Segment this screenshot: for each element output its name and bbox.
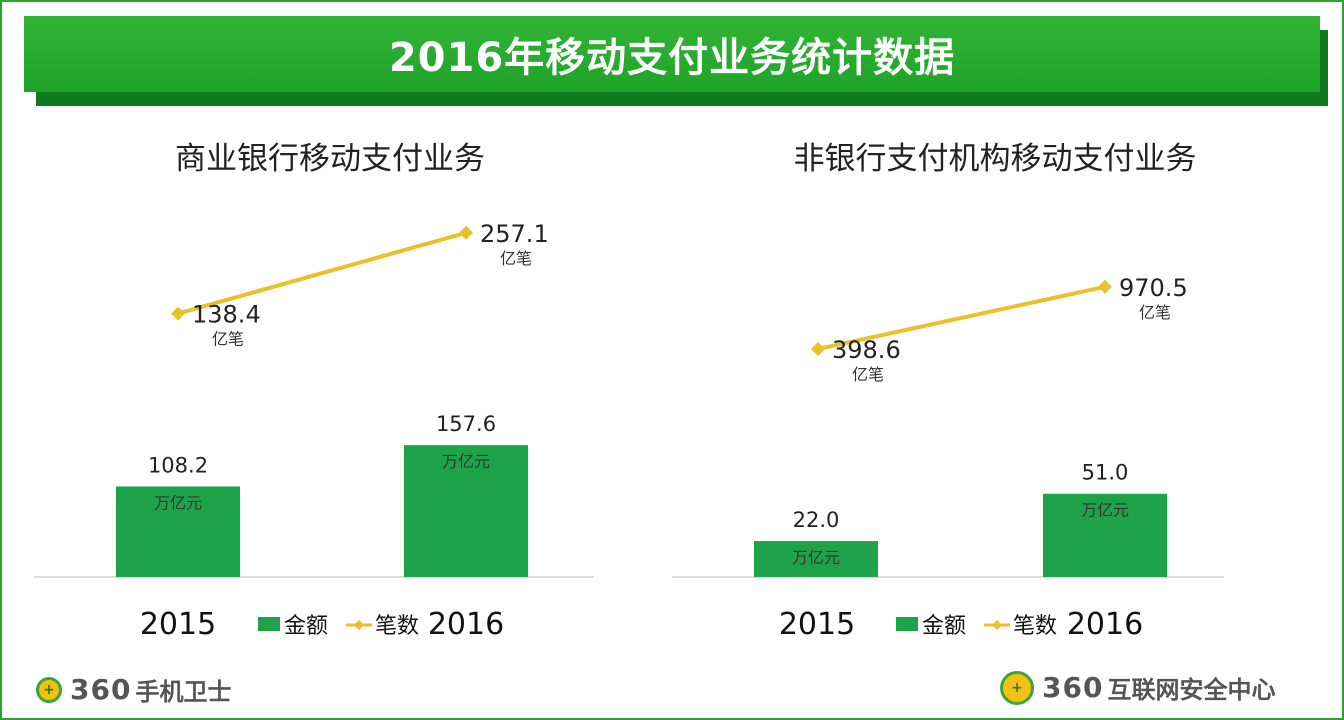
bar-nonbank-2016 [1043,493,1167,577]
bar-unit-label: 万亿元 [154,493,202,512]
line-unit-label: 亿笔 [500,249,532,268]
chart-title-bank: 商业银行移动支付业务 [175,141,485,177]
logo-right: + 360 互联网安全中心 [1000,670,1275,705]
bar-unit-label: 万亿元 [1081,501,1129,520]
legend-swatch-marker [992,620,1002,630]
bar-bank-2015 [116,486,240,577]
legend-label-line: 笔数 [1013,614,1057,639]
line-point-bank-2016 [459,225,473,240]
bar-unit-label: 万亿元 [442,452,490,471]
line-point-nonbank-2015 [811,341,825,356]
line-bank [176,230,468,316]
line-value-label: 970.5 [1119,274,1188,302]
legend-swatch-bar [258,617,280,631]
line-point-bank-2015 [171,306,185,321]
category-label: 2016 [428,607,504,642]
logo-right-num: 360 [1042,671,1104,704]
line-unit-label: 亿笔 [852,365,884,384]
bar-value-label: 108.2 [148,453,208,477]
line-value-label: 257.1 [480,220,549,248]
shield-plus-icon: + [36,676,62,703]
line-point-nonbank-2016 [1098,279,1112,294]
legend-label-line: 笔数 [375,614,419,639]
page-title: 2016年移动支付业务统计数据 [388,35,956,81]
chart-title-nonbank: 非银行支付机构移动支付业务 [793,141,1197,177]
line-unit-label: 亿笔 [212,330,244,349]
logo-left-num: 360 [70,673,132,706]
line-unit-label: 亿笔 [1139,303,1171,322]
line-nonbank [816,284,1107,351]
category-label: 2015 [140,607,216,642]
line-value-label: 138.4 [192,301,261,329]
bar-nonbank-2015 [754,541,878,577]
legend-label-bar: 金额 [284,614,328,639]
category-label: 2015 [779,607,855,642]
logo-left-text: 手机卫士 [135,678,232,706]
bar-value-label: 22.0 [793,508,840,532]
category-label: 2016 [1067,607,1143,642]
bar-bank-2016 [404,445,528,577]
logo-right-text: 互联网安全中心 [1107,676,1276,704]
page-header: 2016年移动支付业务统计数据 [24,16,1320,92]
legend-swatch-bar [896,617,918,631]
legend-label-bar: 金额 [922,614,966,639]
bar-value-label: 157.6 [436,412,496,436]
bar-value-label: 51.0 [1082,461,1129,485]
bar-unit-label: 万亿元 [792,548,840,567]
logo-left: + 360 手机卫士 [36,672,231,707]
shield-plus-icon: + [1000,670,1034,705]
legend-swatch-marker [354,620,364,630]
line-value-label: 398.6 [832,336,901,364]
